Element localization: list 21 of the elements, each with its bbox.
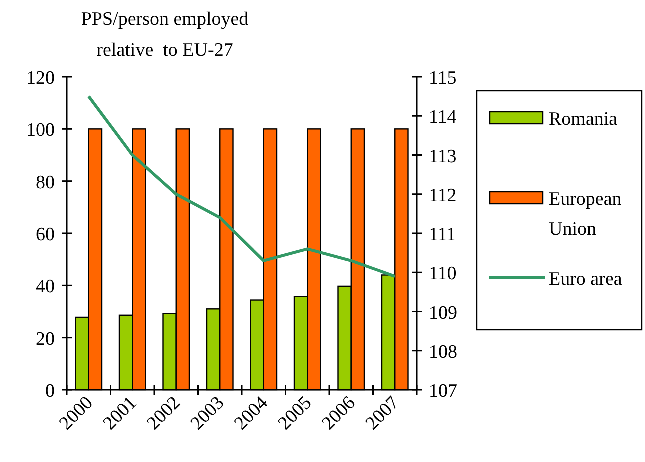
- legend-label: Romania: [549, 109, 618, 130]
- line-series: [87, 95, 397, 278]
- y2-tick-label: 114: [429, 107, 458, 128]
- y-tick-label: 40: [36, 276, 55, 298]
- y-tick-label: 0: [46, 381, 55, 402]
- y-tick-label: 80: [36, 172, 55, 194]
- y-tick-label: 120: [26, 68, 55, 89]
- y2-tick-label: 113: [429, 146, 457, 168]
- y-tick-label: 20: [36, 328, 55, 350]
- y2-tick-label: 112: [429, 185, 457, 206]
- y2-tick-label: 115: [429, 68, 457, 89]
- legend-label: Euro area: [549, 269, 623, 290]
- y2-tick-label: 107: [429, 381, 458, 402]
- y2-tick-label: 108: [429, 342, 458, 363]
- y2-tick-label: 111: [429, 224, 456, 246]
- y2-tick-label: 110: [429, 264, 457, 285]
- y-tick-label: 60: [36, 224, 55, 246]
- legend-label: European Union: [549, 189, 622, 240]
- chart-title: PPS/person employed relative to EU-27: [81, 9, 250, 61]
- y2-tick-label: 109: [429, 302, 458, 324]
- y-tick-label: 100: [26, 120, 55, 142]
